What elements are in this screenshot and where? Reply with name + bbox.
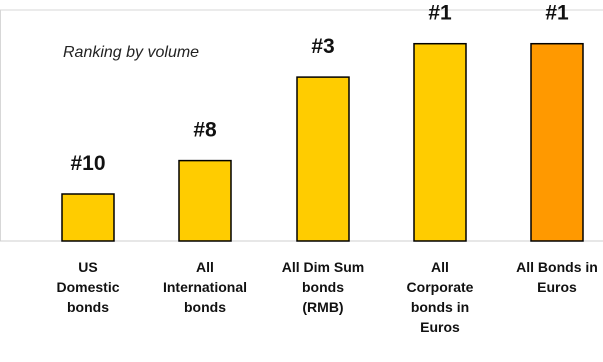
- chart-subtitle: Ranking by volume: [63, 44, 199, 61]
- bar-2: [178, 159, 232, 242]
- bar-3: [296, 76, 350, 242]
- bar-4: [413, 42, 467, 242]
- category-label-3: All Dim Sum bonds (RMB): [282, 259, 364, 315]
- rank-label-5: #1: [545, 2, 569, 25]
- category-label-1: US Domestic bonds: [56, 259, 119, 315]
- bar-1: [61, 193, 115, 242]
- rank-label-1: #10: [70, 152, 105, 175]
- rank-label-3: #3: [311, 35, 334, 58]
- rank-label-2: #8: [193, 119, 217, 142]
- bar-5: [530, 42, 584, 242]
- category-label-group: US Domestic bonds All International bonds All …: [56, 259, 597, 335]
- rank-label-4: #1: [428, 2, 452, 25]
- category-label-2: All International bonds: [163, 259, 247, 315]
- category-label-4: All Corporate bonds in Euros: [407, 259, 474, 335]
- bar-group: [61, 42, 584, 242]
- category-label-5: All Bonds in Euros: [516, 259, 598, 295]
- rank-label-group: #10 #8 #3 #1 #1: [70, 2, 569, 175]
